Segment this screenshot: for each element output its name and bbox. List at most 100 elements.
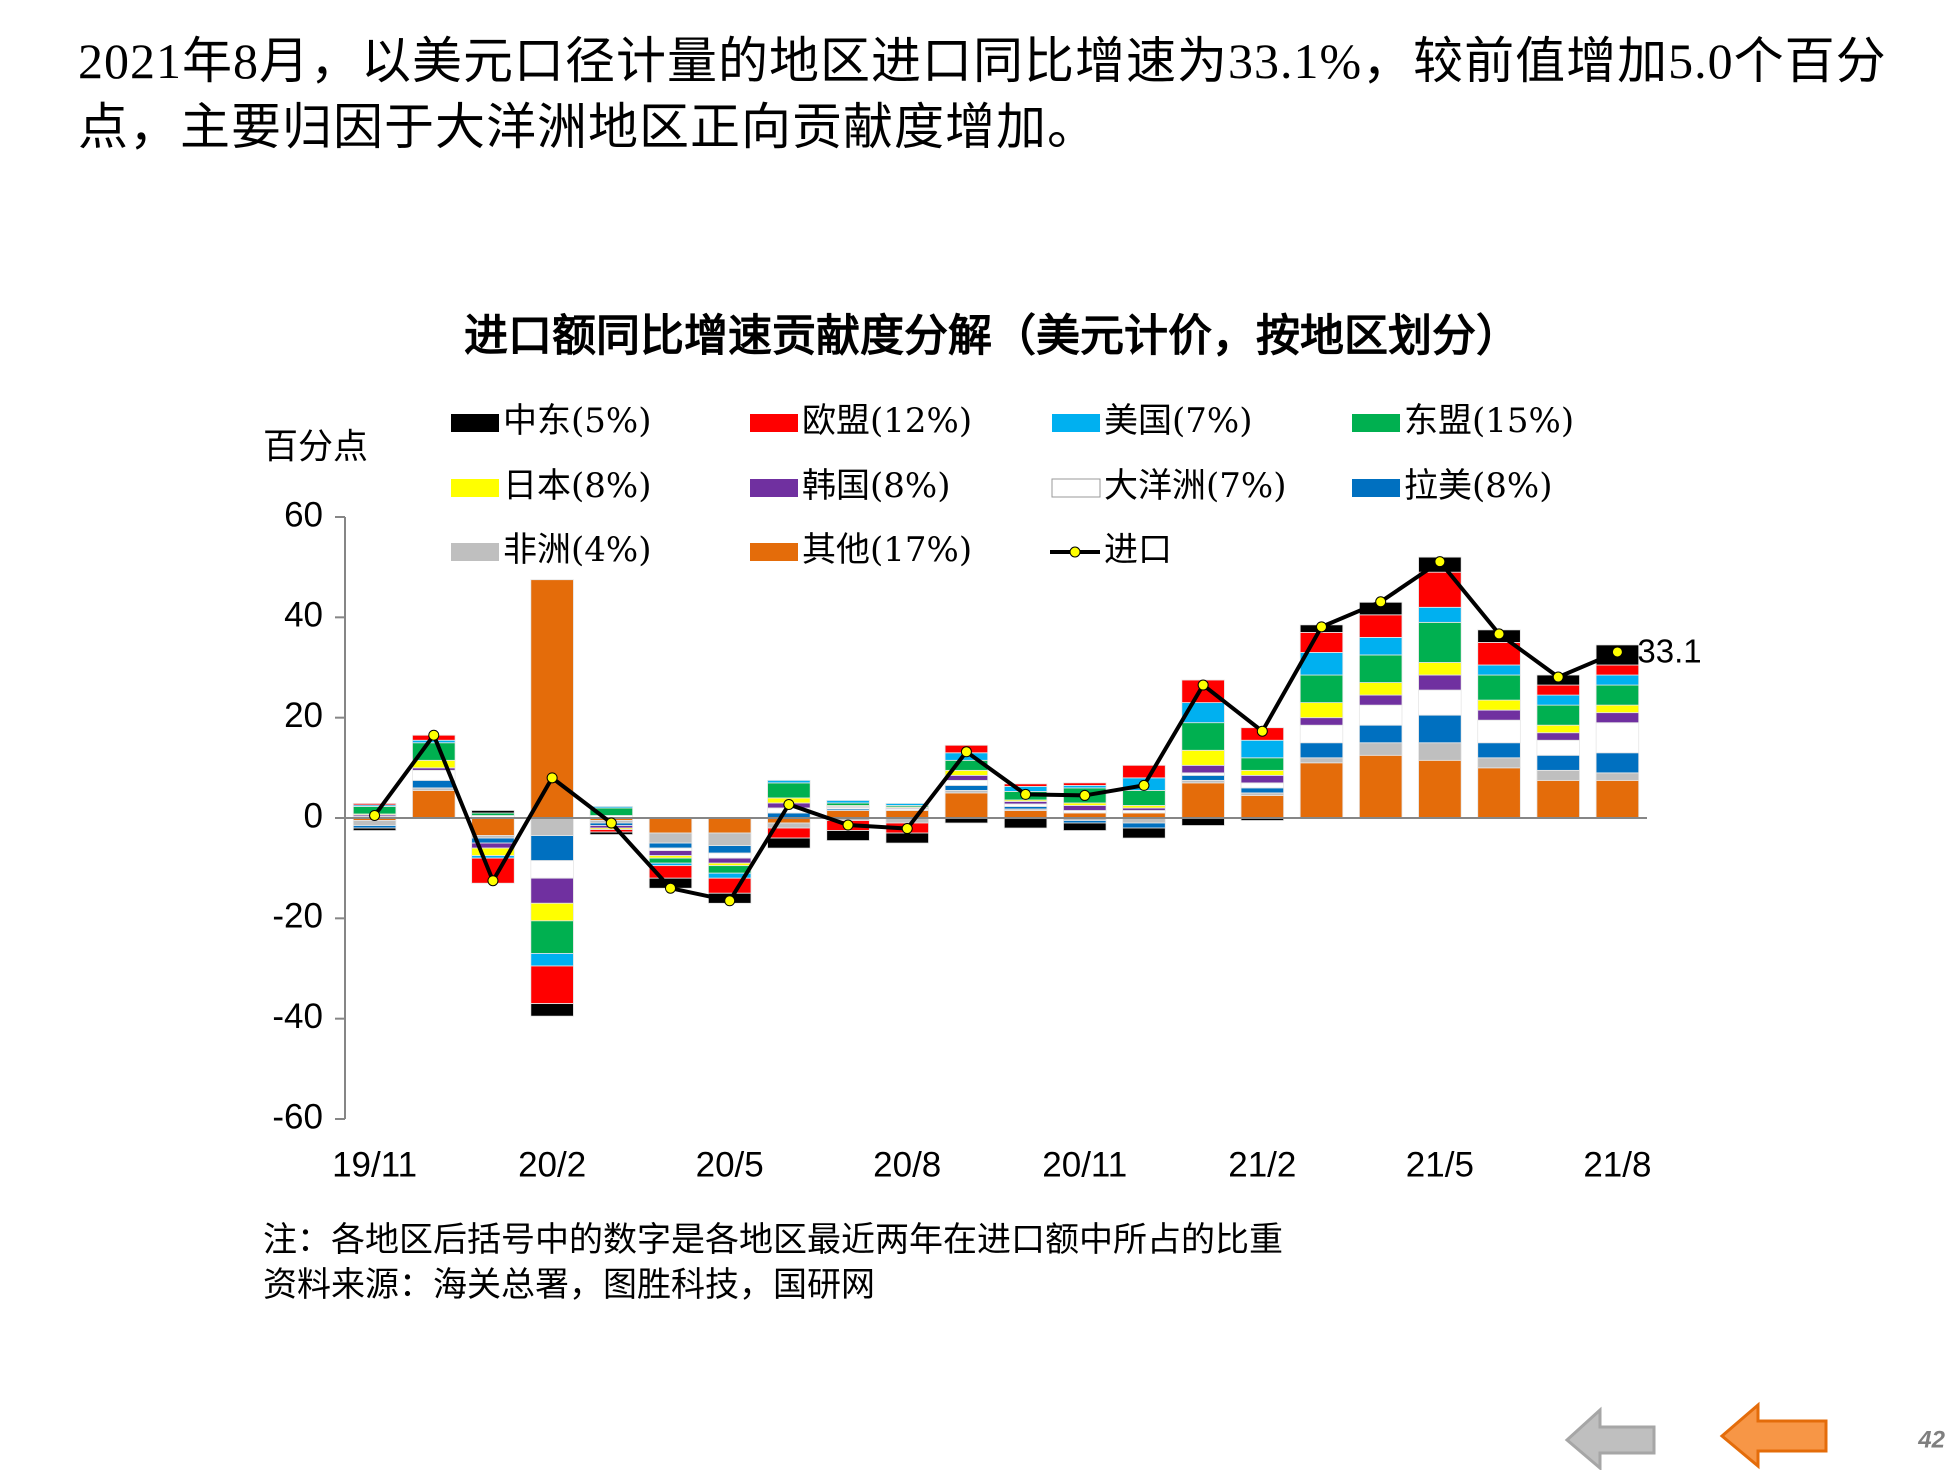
bar-segment xyxy=(944,774,989,781)
bar-segment xyxy=(1477,767,1521,819)
bar-segment xyxy=(1477,699,1521,711)
bar-segment xyxy=(1240,787,1285,794)
legend-swatch xyxy=(750,414,798,432)
bar-segment xyxy=(530,835,574,862)
bar-segment xyxy=(1358,682,1403,696)
bar-segment xyxy=(1358,754,1403,819)
bar-segment xyxy=(530,965,574,1005)
line-marker xyxy=(605,817,617,829)
bar-segment xyxy=(1240,795,1285,819)
bar-segment xyxy=(1181,817,1225,826)
bar-segment xyxy=(412,779,456,789)
x-tick-label: 21/2 xyxy=(1228,1145,1296,1184)
bar-segment xyxy=(589,806,634,809)
legend-swatch xyxy=(1352,479,1400,497)
y-axis-label: 百分点 xyxy=(263,428,368,468)
line-marker xyxy=(428,729,440,741)
bar-segment xyxy=(1477,742,1521,759)
bar-segment xyxy=(1299,702,1344,719)
line-marker xyxy=(1611,646,1623,658)
bar-segment xyxy=(1536,724,1580,734)
bar-segment xyxy=(1536,739,1580,756)
bar-segment xyxy=(707,845,752,854)
bar-segment xyxy=(589,831,634,835)
bar-segment xyxy=(1595,664,1640,676)
bar-segment xyxy=(1003,810,1048,819)
bar-segment xyxy=(1536,694,1580,706)
bar-segment xyxy=(471,810,515,814)
bar-segment xyxy=(1358,704,1403,726)
forward-arrow[interactable] xyxy=(1719,1401,1828,1470)
line-marker xyxy=(783,798,795,810)
bar-segment xyxy=(1536,704,1580,726)
line-marker xyxy=(487,875,499,887)
legend-swatch xyxy=(1352,414,1400,432)
bar-segment xyxy=(1063,805,1107,811)
bar-segment xyxy=(1358,724,1403,744)
bar-segment xyxy=(1181,774,1225,781)
legend-swatch xyxy=(750,543,798,561)
line-marker xyxy=(1197,679,1209,691)
bar-segment xyxy=(1595,674,1640,686)
page-number: 42 xyxy=(1917,1426,1945,1453)
legend-label: 美国(7%) xyxy=(1104,401,1252,441)
bar-segment xyxy=(1240,769,1285,776)
bar-segment xyxy=(648,857,693,864)
x-tick-label: 20/11 xyxy=(1042,1145,1127,1184)
bar-segment xyxy=(1536,754,1580,771)
bar-segment xyxy=(412,790,456,819)
bar-segment xyxy=(1299,762,1344,819)
bar-segment xyxy=(1595,779,1640,819)
bar-segment xyxy=(1122,822,1166,829)
line-marker xyxy=(960,746,972,758)
y-tick-label: -20 xyxy=(272,897,323,936)
bar-segment xyxy=(1477,674,1521,701)
bar-segment xyxy=(1358,654,1403,683)
bar-segment xyxy=(707,852,752,859)
line-marker xyxy=(1493,628,1505,640)
line xyxy=(372,558,1619,904)
bar-segment xyxy=(1240,774,1285,784)
bar-segment xyxy=(1477,664,1521,676)
line-marker xyxy=(1552,671,1564,683)
bar-segment xyxy=(1595,772,1640,781)
legend-label: 大洋洲(7%) xyxy=(1104,466,1286,506)
y-tick-label: -60 xyxy=(272,1097,323,1136)
bar-segment xyxy=(707,877,752,894)
back-arrow[interactable] xyxy=(1564,1406,1656,1470)
chart-title: 进口额同比增速贡献度分解（美元计价，按地区划分） xyxy=(464,311,1520,362)
y-tick-label: 40 xyxy=(284,596,323,635)
bar-segment xyxy=(1536,684,1580,696)
bar-segment xyxy=(1358,742,1403,756)
line-marker xyxy=(1316,621,1327,633)
legend-label: 拉美(8%) xyxy=(1404,466,1552,506)
bar-segment xyxy=(648,842,693,849)
legend-label: 日本(8%) xyxy=(503,466,651,506)
legend-swatch xyxy=(451,414,499,432)
legend-label: 欧盟(12%) xyxy=(802,401,972,441)
legend-swatch xyxy=(451,543,499,561)
line-marker xyxy=(369,809,381,821)
bar-segment xyxy=(648,817,693,834)
data-label: 33.1 xyxy=(1637,633,1701,670)
bar-segment xyxy=(352,820,397,826)
bar-segment xyxy=(1122,764,1166,779)
x-tick-label: 19/11 xyxy=(332,1145,417,1184)
bar-segment xyxy=(1536,779,1580,819)
bar-segment xyxy=(1299,674,1344,704)
x-tick-label: 21/5 xyxy=(1406,1145,1474,1184)
bar-segment xyxy=(1358,637,1403,656)
line-marker xyxy=(842,819,854,831)
bar-segment xyxy=(1181,749,1225,766)
bar-segment xyxy=(707,832,752,846)
y-tick-label: 60 xyxy=(284,495,323,534)
bar-segment xyxy=(826,830,870,841)
line-marker xyxy=(724,895,736,907)
bar-segment xyxy=(1536,732,1580,741)
legend-label: 进口 xyxy=(1104,530,1172,570)
bar-segment xyxy=(1299,757,1344,764)
heading: 2021年8月，以美元口径计量的地区进口同比增速为33.1%，较前值增加5.0个… xyxy=(78,33,1887,155)
bar-segment xyxy=(1418,621,1462,663)
bar-segment xyxy=(1418,759,1462,819)
bar-segment xyxy=(1477,709,1521,721)
